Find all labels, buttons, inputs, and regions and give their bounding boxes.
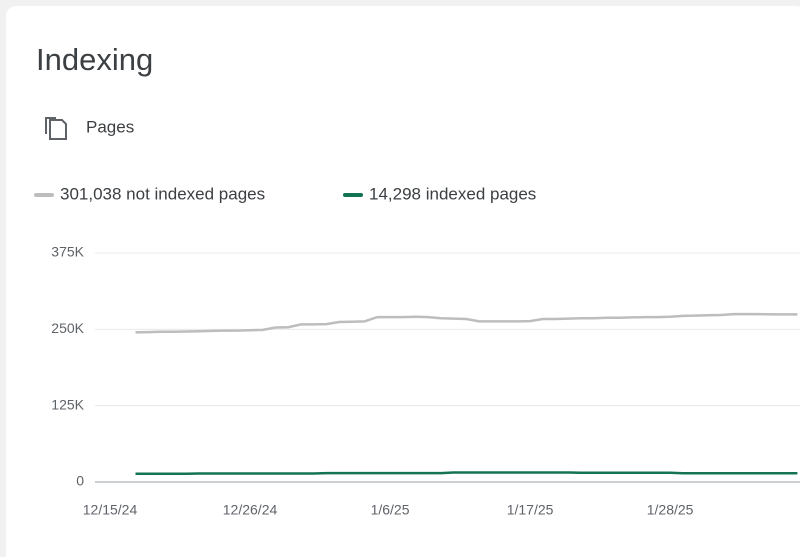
x-tick-label: 1/28/25 (647, 502, 694, 518)
x-tick-label: 12/15/24 (83, 502, 138, 518)
y-tick-label: 250K (51, 320, 84, 336)
pages-icon (45, 117, 67, 140)
x-tick-label: 12/26/24 (223, 502, 278, 518)
series-line (135, 312, 798, 334)
section-label: Pages (86, 117, 134, 136)
y-tick-label: 375K (51, 244, 84, 260)
x-tick-label: 1/17/25 (507, 502, 554, 518)
y-tick-label: 125K (51, 396, 84, 412)
series-line (135, 471, 798, 476)
legend-label: 301,038 not indexed pages (60, 184, 265, 203)
legend-label: 14,298 indexed pages (369, 184, 536, 203)
card-bg (6, 6, 800, 557)
card-title: Indexing (36, 42, 153, 77)
y-tick-label: 0 (76, 473, 84, 489)
x-tick-label: 1/6/25 (371, 502, 410, 518)
